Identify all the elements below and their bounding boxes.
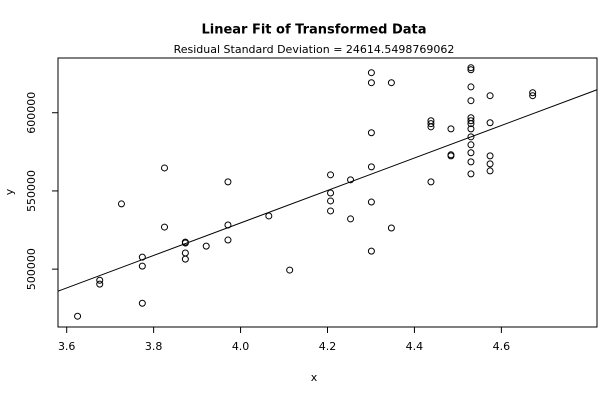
x-tick-label: 4.6 bbox=[493, 340, 511, 353]
point bbox=[327, 189, 335, 197]
point bbox=[387, 79, 395, 87]
point bbox=[467, 149, 475, 157]
point bbox=[529, 89, 537, 97]
y-axis-label: y bbox=[3, 188, 16, 195]
point bbox=[467, 83, 475, 91]
point bbox=[367, 163, 375, 171]
point bbox=[224, 178, 232, 186]
point bbox=[467, 141, 475, 149]
x-tick-label: 4.0 bbox=[232, 340, 250, 353]
point bbox=[367, 247, 375, 255]
point bbox=[529, 92, 537, 100]
point bbox=[447, 125, 455, 133]
point bbox=[265, 212, 273, 220]
point bbox=[486, 160, 494, 168]
chart-title: Linear Fit of Transformed Data bbox=[201, 23, 426, 38]
point bbox=[467, 66, 475, 74]
x-tick-label: 3.6 bbox=[58, 340, 76, 353]
point bbox=[486, 152, 494, 160]
point bbox=[467, 97, 475, 105]
point bbox=[427, 120, 435, 128]
point bbox=[447, 152, 455, 160]
point bbox=[117, 200, 125, 208]
point bbox=[467, 64, 475, 72]
point bbox=[286, 266, 294, 274]
fit-line bbox=[57, 89, 598, 292]
point bbox=[181, 239, 189, 247]
point bbox=[202, 242, 210, 250]
point bbox=[367, 129, 375, 137]
point bbox=[367, 69, 375, 77]
point bbox=[467, 120, 475, 128]
point bbox=[138, 299, 146, 307]
point bbox=[96, 280, 104, 288]
point bbox=[427, 123, 435, 131]
point bbox=[224, 236, 232, 244]
point bbox=[467, 133, 475, 141]
point bbox=[467, 117, 475, 125]
point bbox=[327, 197, 335, 205]
point bbox=[486, 119, 494, 127]
point bbox=[427, 178, 435, 186]
point bbox=[486, 92, 494, 100]
point bbox=[486, 167, 494, 175]
point bbox=[160, 164, 168, 172]
point bbox=[367, 79, 375, 87]
point bbox=[74, 312, 82, 320]
point bbox=[327, 171, 335, 179]
point bbox=[138, 262, 146, 270]
x-tick-label: 4.4 bbox=[406, 340, 424, 353]
x-axis-label: x bbox=[311, 371, 318, 384]
y-tick-label: 600000 bbox=[25, 92, 38, 134]
y-tick-label: 500000 bbox=[25, 248, 38, 290]
point bbox=[96, 276, 104, 284]
point bbox=[467, 125, 475, 133]
y-tick-label: 550000 bbox=[25, 170, 38, 212]
x-tick-label: 4.2 bbox=[319, 340, 337, 353]
x-tick-label: 3.8 bbox=[145, 340, 163, 353]
point bbox=[467, 170, 475, 178]
point bbox=[387, 224, 395, 232]
point bbox=[467, 158, 475, 166]
point bbox=[347, 215, 355, 223]
point bbox=[160, 223, 168, 231]
point bbox=[181, 255, 189, 263]
point bbox=[347, 176, 355, 184]
point bbox=[367, 198, 375, 206]
point bbox=[327, 207, 335, 215]
chart-subtitle: Residual Standard Deviation = 24614.5498… bbox=[174, 43, 455, 56]
